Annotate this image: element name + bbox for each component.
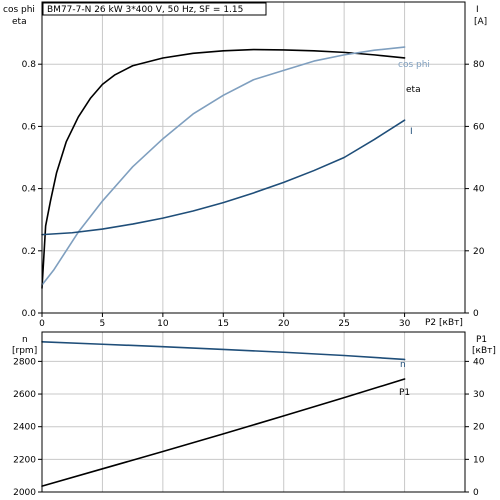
series-line-n — [41, 341, 406, 361]
ylabel-p1: P1 — [476, 335, 487, 345]
bottom-right-tick-label: 10 — [473, 455, 485, 465]
bottom-left-tick-label: 2400 — [13, 423, 36, 433]
top-left-tick-label: 0.6 — [22, 122, 37, 132]
x-tick-label: 25 — [338, 319, 349, 329]
bottom-chart-curves — [41, 341, 406, 487]
series-label-p1: P1 — [399, 388, 410, 398]
ylabel-current-unit: [A] — [474, 17, 487, 27]
top-chart-curves — [41, 46, 406, 289]
ylabel-rpm: [rpm] — [12, 346, 37, 356]
x-tick-label: 5 — [100, 319, 106, 329]
ylabel-current: I — [476, 5, 479, 15]
top-right-tick-label: 0 — [473, 309, 479, 319]
bottom-chart-grid — [42, 332, 465, 492]
ylabel-n: n — [22, 335, 28, 345]
series-label-n: n — [400, 360, 406, 370]
top-left-tick-label: 0.4 — [22, 185, 37, 195]
top-left-tick-label: 0.8 — [22, 60, 37, 70]
bottom-right-tick-label: 20 — [473, 423, 485, 433]
series-line-i — [41, 119, 406, 236]
top-left-tick-label: 0.0 — [22, 309, 37, 319]
ylabel-p1-unit: [кВт] — [472, 346, 496, 356]
bottom-chart-frame — [41, 331, 466, 493]
ylabel-eta: eta — [12, 17, 27, 27]
top-left-tick-label: 0.2 — [22, 247, 36, 257]
series-label-cosphi: cos phi — [398, 60, 430, 70]
top-right-tick-label: 20 — [473, 247, 485, 257]
x-tick-label: 15 — [218, 319, 229, 329]
top-right-tick-label: 40 — [473, 185, 485, 195]
xlabel-p2: P2 [кВт] — [425, 318, 463, 328]
bottom-chart-ticks: 2000 2200 2400 2600 2800 0 10 20 30 40 — [13, 357, 485, 498]
series-line-cos-phi — [41, 46, 406, 286]
chart-title: BM77-7-N 26 kW 3*400 V, 50 Hz, SF = 1.15 — [47, 5, 243, 15]
top-right-tick-label: 60 — [473, 122, 485, 132]
series-line-eta — [41, 48, 406, 289]
x-tick-label: 10 — [157, 319, 169, 329]
bottom-right-tick-label: 30 — [473, 390, 485, 400]
bottom-right-tick-label: 0 — [473, 488, 479, 498]
x-tick-label: 0 — [39, 319, 45, 329]
top-chart-ticks: 0.0 0.2 0.4 0.6 0.8 0 20 40 60 80 0 5 10 15 20 25 30 — [22, 60, 485, 329]
bottom-left-tick-label: 2000 — [13, 488, 36, 498]
bottom-left-tick-label: 2800 — [13, 357, 36, 367]
top-chart-frame — [41, 1, 466, 314]
ylabel-cosphi: cos phi — [3, 5, 35, 15]
x-tick-label: 30 — [399, 319, 411, 329]
x-tick-label: 20 — [278, 319, 290, 329]
series-line-p1 — [41, 378, 406, 487]
bottom-left-tick-label: 2200 — [13, 455, 36, 465]
title-box — [42, 2, 267, 16]
bottom-right-tick-label: 40 — [473, 357, 485, 367]
top-right-tick-label: 80 — [473, 60, 485, 70]
series-label-current: I — [410, 127, 413, 137]
series-label-eta: eta — [406, 85, 421, 95]
bottom-left-tick-label: 2600 — [13, 390, 36, 400]
